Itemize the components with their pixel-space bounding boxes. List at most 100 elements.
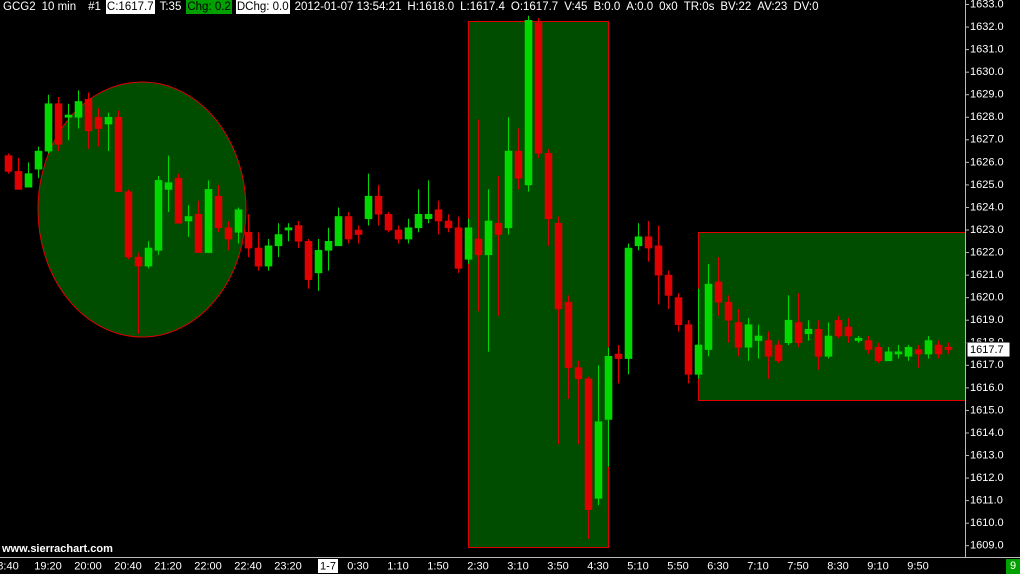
x-tick-label: 20:00 — [74, 560, 102, 572]
y-tick-label: 1627.0 — [970, 134, 1004, 146]
candle-body — [284, 227, 293, 231]
candle-body — [434, 209, 443, 222]
candle-body — [374, 195, 383, 215]
candle-body — [294, 225, 303, 242]
y-tick-label: 1612.0 — [970, 472, 1004, 484]
candle-body — [764, 340, 773, 357]
y-tick-label: 1616.0 — [970, 382, 1004, 394]
candle-body — [394, 229, 403, 240]
y-tick-label: 1614.0 — [970, 427, 1004, 439]
candle-body — [144, 247, 153, 267]
candle-body — [574, 367, 583, 380]
candle-body — [464, 227, 473, 260]
candle-body — [664, 274, 673, 296]
candle-body — [674, 297, 683, 326]
candle-body — [204, 189, 213, 253]
y-tick-label: 1610.0 — [970, 517, 1004, 529]
y-tick-label: 1632.0 — [970, 21, 1004, 33]
open-field: O:1617.7 — [510, 1, 559, 13]
candle-body — [164, 182, 173, 190]
candle-body — [684, 324, 693, 375]
daily-change-field: DChg: 0.0 — [235, 0, 290, 14]
candle-body — [184, 216, 193, 222]
y-tick-label: 1611.0 — [970, 495, 1003, 507]
y-tick-label: 1629.0 — [970, 89, 1004, 101]
candle-body — [484, 220, 493, 256]
x-tick-label: 1:50 — [427, 560, 448, 572]
x-tick-label: 9:10 — [867, 560, 888, 572]
x-tick-label: 8:40 — [0, 560, 19, 572]
datetime-field: 2012-01-07 13:54:21 — [294, 1, 402, 13]
candle-body — [524, 19, 533, 186]
candle-body — [134, 256, 143, 267]
candle-body — [754, 335, 763, 341]
candle-body — [744, 324, 753, 348]
candle-body — [844, 326, 853, 337]
candle-body — [914, 349, 923, 355]
candle-body — [644, 236, 653, 249]
candle-body — [834, 319, 843, 337]
x-tick-label: 5:10 — [627, 560, 648, 572]
bid-ask-size-field: 0x0 — [659, 1, 678, 13]
candle-body — [714, 281, 723, 303]
high-field: H:1618.0 — [407, 1, 455, 13]
candle-body — [654, 245, 663, 276]
y-tick-label: 1631.0 — [970, 44, 1004, 56]
candle-body — [424, 213, 433, 220]
close-field: C:1617.7 — [105, 0, 155, 14]
y-tick-label: 1615.0 — [970, 404, 1004, 416]
candle-body — [784, 319, 793, 344]
candle-body — [254, 247, 263, 267]
candle-body — [94, 116, 103, 129]
candle-body — [354, 229, 363, 235]
candle-body — [444, 220, 453, 229]
last-price-label: 1617.7 — [970, 344, 1004, 356]
y-tick-label: 1623.0 — [970, 224, 1004, 236]
ask-volume-field: AV:23 — [757, 1, 788, 13]
y-tick-label: 1621.0 — [970, 269, 1004, 281]
candle-body — [324, 240, 333, 251]
candle-body — [344, 216, 353, 240]
candle-body — [544, 153, 553, 220]
delta-volume-field: DV:0 — [793, 1, 819, 13]
candle-body — [14, 171, 23, 190]
change-field: Chg: 0.2 — [186, 0, 232, 14]
candle-body — [474, 238, 483, 256]
candle-body — [774, 344, 783, 362]
volume-field: V:45 — [564, 1, 588, 13]
candle-body — [894, 351, 903, 355]
candle-body — [884, 351, 893, 362]
candle-body — [274, 234, 283, 247]
y-tick-label: 1626.0 — [970, 156, 1004, 168]
x-tick-label: 20:40 — [114, 560, 142, 572]
candle-body — [4, 155, 13, 172]
candle-body — [314, 250, 323, 274]
candle-body — [904, 346, 913, 357]
candle-body — [724, 301, 733, 321]
candle-body — [34, 150, 43, 170]
page-label[interactable]: 9 — [1006, 559, 1020, 574]
candle-body — [934, 344, 943, 355]
candle-body — [494, 222, 503, 235]
candle-body — [104, 116, 113, 125]
x-tick-label: 9:50 — [907, 560, 928, 572]
x-tick-label: 2:30 — [467, 560, 488, 572]
y-tick-label: 1625.0 — [970, 179, 1004, 191]
candle-body — [234, 209, 243, 233]
bid-volume-field: BV:22 — [720, 1, 752, 13]
candle-body — [584, 378, 593, 510]
candle-body — [154, 180, 163, 251]
candle-body — [174, 177, 183, 224]
candle-body — [594, 421, 603, 499]
y-tick-label: 1609.0 — [970, 540, 1004, 552]
candle-body — [224, 227, 233, 240]
candle-body — [614, 353, 623, 359]
trades-field: T:35 — [159, 1, 182, 13]
ellipse-drawing — [37, 81, 247, 338]
x-tick-label: 8:30 — [827, 560, 848, 572]
x-tick-label: 22:40 — [234, 560, 262, 572]
candle-body — [414, 213, 423, 229]
x-tick-label: 22:00 — [194, 560, 222, 572]
